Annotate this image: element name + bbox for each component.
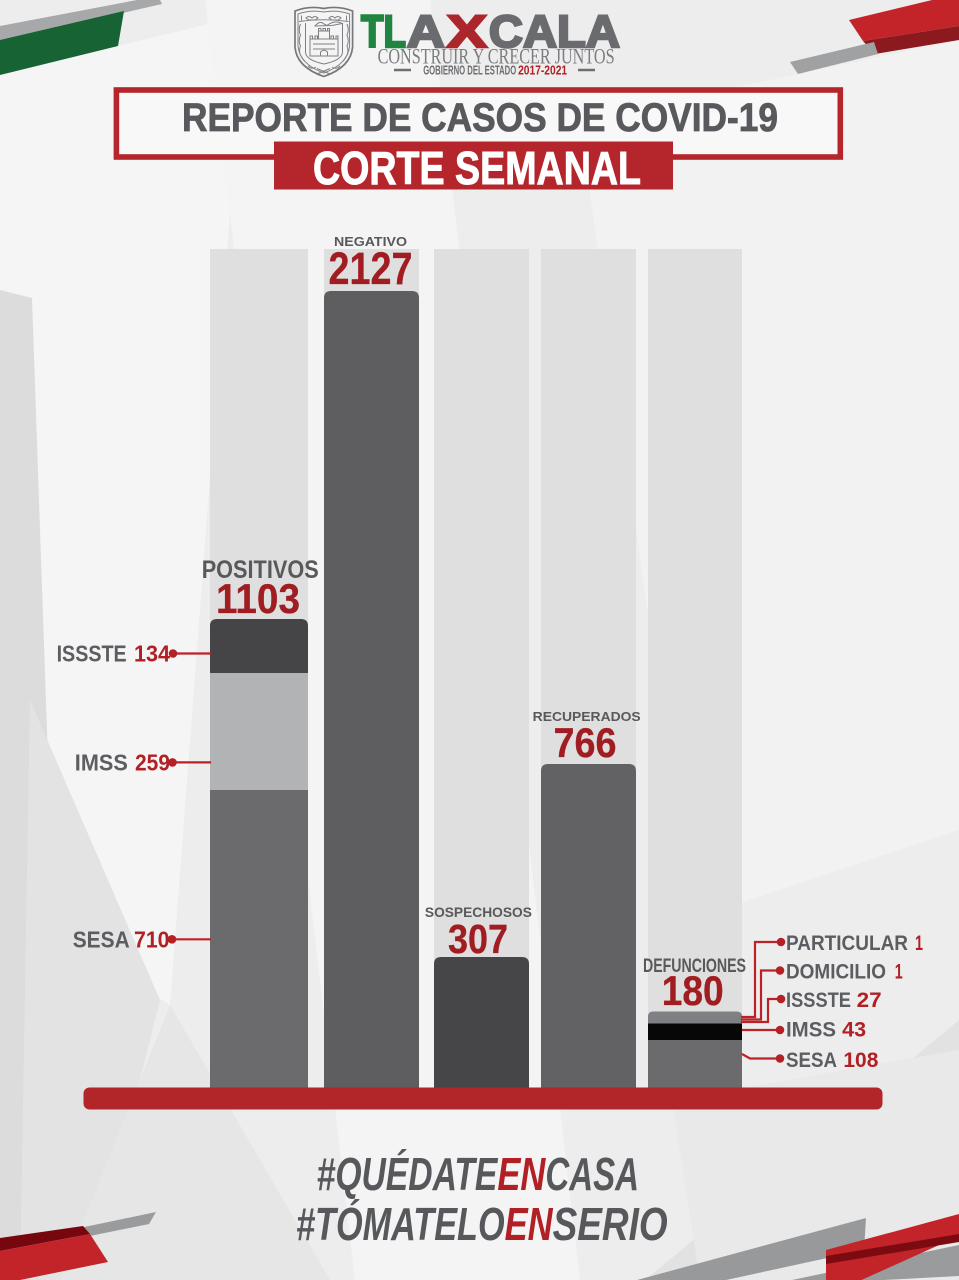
svg-text:DOMICILIO: DOMICILIO <box>786 961 886 984</box>
svg-text:IMSS: IMSS <box>786 1019 836 1042</box>
svg-text:2017-2021: 2017-2021 <box>518 63 567 77</box>
svg-text:307: 307 <box>448 916 508 962</box>
svg-text:POSITIVOS: POSITIVOS <box>202 556 319 584</box>
svg-text:CASA: CASA <box>545 1148 639 1200</box>
svg-text:710: 710 <box>134 927 170 953</box>
svg-text:108: 108 <box>843 1049 878 1072</box>
svg-text:DEFUNCIONES: DEFUNCIONES <box>643 955 746 977</box>
svg-text:CONSTRUIR Y CRECER JUNTOS: CONSTRUIR Y CRECER JUNTOS <box>378 43 615 68</box>
svg-text:CALA: CALA <box>489 6 620 57</box>
svg-text:GOBIERNO DEL ESTADO: GOBIERNO DEL ESTADO <box>423 63 516 77</box>
svg-text:SESA: SESA <box>786 1049 837 1072</box>
svg-text:A: A <box>407 6 445 57</box>
svg-text:PARTICULAR: PARTICULAR <box>786 932 908 955</box>
svg-text:TL: TL <box>361 6 406 57</box>
svg-text:REPORTE DE CASOS DE COVID-19: REPORTE DE CASOS DE COVID-19 <box>182 96 778 140</box>
svg-text:ISSSTE: ISSSTE <box>57 641 127 667</box>
svg-text:EN: EN <box>497 1148 546 1200</box>
svg-text:1: 1 <box>895 961 903 984</box>
svg-text:259: 259 <box>135 750 170 776</box>
svg-text:2127: 2127 <box>329 243 413 294</box>
svg-text:43: 43 <box>842 1019 866 1042</box>
svg-text:SERIO: SERIO <box>553 1198 668 1250</box>
svg-text:180: 180 <box>662 967 724 1014</box>
svg-text:SOSPECHOSOS: SOSPECHOSOS <box>425 905 532 920</box>
svg-text:NEGATIVO: NEGATIVO <box>334 234 407 249</box>
svg-text:766: 766 <box>554 719 617 766</box>
svg-text:CORTE SEMANAL: CORTE SEMANAL <box>313 142 641 194</box>
svg-text:27: 27 <box>857 989 882 1012</box>
svg-text:#QUÉDATE: #QUÉDATE <box>317 1148 499 1200</box>
svg-text:#TÓMATELO: #TÓMATELO <box>296 1198 505 1250</box>
svg-text:SESA: SESA <box>73 927 130 953</box>
svg-text:1: 1 <box>915 932 923 955</box>
svg-text:RECUPERADOS: RECUPERADOS <box>533 709 641 724</box>
svg-text:ISSSTE: ISSSTE <box>786 989 851 1012</box>
svg-text:134: 134 <box>134 641 170 667</box>
svg-text:EN: EN <box>505 1198 554 1250</box>
svg-text:1103: 1103 <box>216 575 300 622</box>
svg-text:X: X <box>447 6 487 57</box>
svg-text:IMSS: IMSS <box>75 750 128 776</box>
